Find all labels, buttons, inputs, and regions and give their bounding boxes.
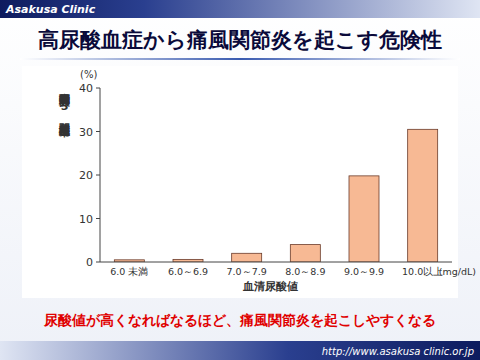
x-axis-label: 血清尿酸値	[242, 280, 298, 293]
x-tick-label: 9.0～9.9	[344, 266, 384, 277]
footer-bar	[0, 341, 480, 360]
bar	[349, 176, 379, 262]
y-tick	[96, 218, 100, 219]
y-tick-label: 30	[79, 126, 93, 139]
chart-panel	[22, 66, 458, 298]
header-text: Asakusa Clinic	[5, 3, 96, 16]
annotation: 尿酸値が高くなればなるほど、痛風関節炎を起こしやすくなる	[43, 312, 436, 328]
x-axis	[100, 262, 452, 263]
footer-text: http://www.asakusa clinic.or.jp	[322, 346, 474, 357]
x-tick-label: 7.0～7.9	[227, 266, 267, 277]
y-axis-label: 痛風関節炎の5年間累積発症率	[54, 84, 70, 117]
bars	[114, 129, 437, 262]
title-underline	[20, 58, 460, 60]
y-unit: (%)	[80, 69, 97, 80]
x-tick-label: 6.0 未満	[110, 266, 148, 277]
title: 高尿酸血症から痛風関節炎を起こす危険性	[38, 28, 442, 52]
chart-svg: Asakusa Clinic http://www.asakusa clinic.…	[0, 0, 480, 360]
slide: {"page": {"header": "Asakusa Clinic", "f…	[0, 0, 480, 360]
header-bar	[0, 0, 480, 18]
y-tick-label: 0	[86, 256, 93, 269]
y-tick	[96, 88, 100, 89]
x-tick-label: 6.0～6.9	[168, 266, 208, 277]
bar	[232, 253, 262, 262]
y-tick	[96, 131, 100, 132]
y-axis	[100, 88, 101, 262]
y-tick	[96, 175, 100, 176]
y-tick	[96, 262, 100, 263]
y-tick-label: 10	[79, 213, 93, 226]
x-tick-label: 8.0～8.9	[285, 266, 325, 277]
bar	[408, 129, 438, 262]
x-unit: (mg/dL)	[439, 266, 476, 277]
y-tick-label: 40	[79, 82, 93, 95]
x-tick-label: 10.0以上	[402, 266, 443, 277]
bar	[290, 245, 320, 262]
y-tick-label: 20	[79, 169, 93, 182]
